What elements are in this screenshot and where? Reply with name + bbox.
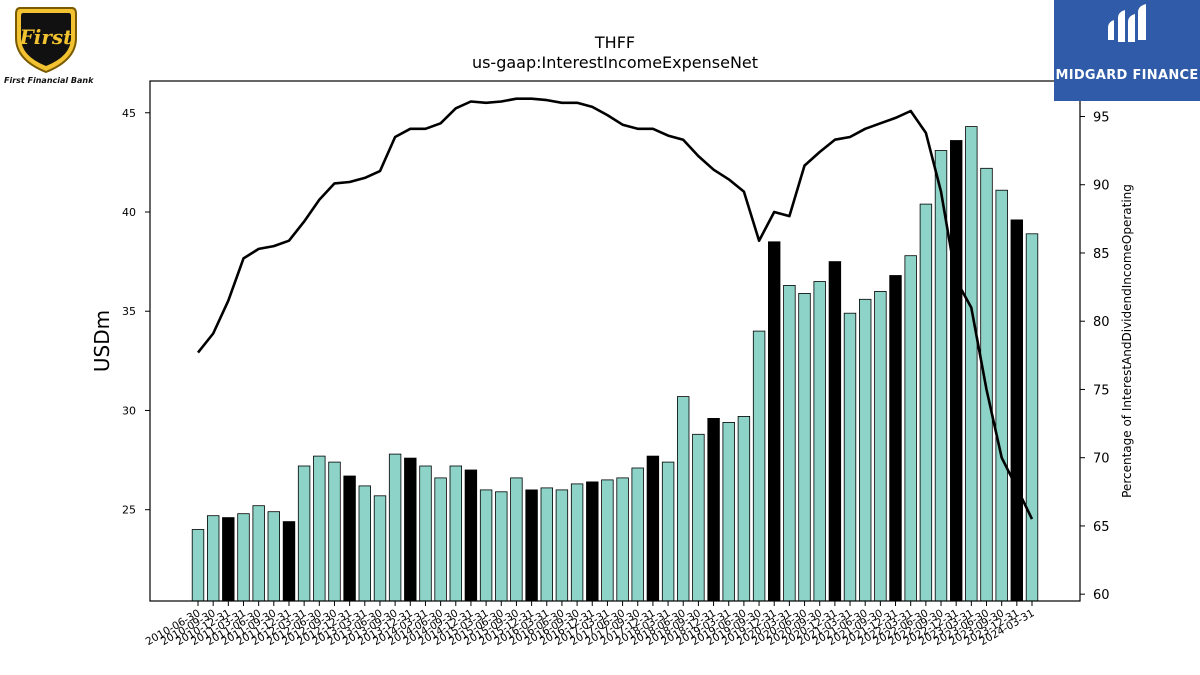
bar [404, 457, 417, 602]
bar [783, 284, 796, 602]
bar [540, 487, 554, 602]
bar [692, 433, 705, 602]
bar [601, 479, 614, 602]
bar [373, 495, 387, 602]
bar [768, 241, 781, 602]
bar [950, 140, 963, 602]
bar [206, 515, 220, 602]
y2-axis-label: Percentage of InterestAndDividendIncomeO… [1120, 184, 1134, 498]
logo-right-text: MIDGARD FINANCE [1055, 68, 1199, 83]
y-tick-label: 30 [122, 404, 136, 417]
shield-icon: First [15, 7, 77, 74]
y2-tick-label: 75 [1093, 383, 1110, 398]
bar [252, 505, 265, 602]
bar [661, 461, 675, 602]
logo-emblem-text: First [19, 25, 74, 49]
y-tick-label: 25 [122, 504, 136, 517]
bar [495, 491, 508, 602]
bar [965, 126, 978, 602]
y2-tick-label: 90 [1093, 179, 1110, 194]
bar [479, 489, 493, 602]
bar-series [191, 126, 1039, 602]
percentage-line [196, 97, 1034, 520]
first-financial-bank-logo: First First Financial Bank [4, 4, 94, 86]
bar [1025, 233, 1039, 602]
bar [813, 281, 826, 602]
bar [874, 290, 887, 602]
bar [752, 330, 766, 602]
y-axis-label: USDm [90, 310, 114, 372]
logo-left-text: First Financial Bank [4, 76, 94, 85]
bar [631, 467, 644, 602]
y2-tick-label: 85 [1093, 247, 1110, 262]
bar [464, 469, 478, 602]
y-tick-label: 35 [122, 305, 136, 318]
bar [859, 298, 872, 602]
y2-tick-label: 80 [1093, 315, 1110, 330]
x-axis: 2010-06-302010-09-302010-12-312011-03-31… [144, 601, 1037, 648]
bar [798, 292, 811, 602]
bar [919, 203, 933, 602]
bar [419, 465, 432, 602]
midgard-emblem-icon [1108, 4, 1146, 42]
y-tick-label: 45 [122, 107, 136, 120]
y-axis-right: 60 65 70 75 80 85 90 95 [1080, 110, 1110, 603]
bar [237, 513, 250, 602]
bar [722, 421, 735, 602]
bar [995, 189, 1008, 602]
bar [586, 481, 599, 602]
bar [525, 489, 538, 602]
chart-title: THFF [594, 33, 635, 52]
bar [313, 455, 326, 602]
bar [707, 417, 720, 602]
bar [191, 529, 205, 602]
chart-subtitle: us-gaap:InterestIncomeExpenseNet [472, 53, 758, 72]
bar [343, 475, 356, 602]
bar [646, 455, 660, 602]
bar [297, 465, 311, 602]
bar [616, 477, 629, 602]
bar [222, 517, 235, 602]
y-tick-label: 40 [122, 206, 136, 219]
bar [434, 477, 447, 602]
y2-tick-label: 95 [1093, 110, 1110, 125]
bar [1010, 219, 1024, 602]
bar [904, 255, 917, 602]
bar [828, 261, 842, 602]
y2-tick-label: 65 [1093, 520, 1110, 535]
plot-frame [149, 80, 1081, 602]
bar [449, 465, 463, 602]
bar [358, 485, 372, 602]
bar [328, 461, 341, 602]
y-axis-left: 25 30 35 40 45 [122, 107, 150, 517]
bar [889, 275, 902, 602]
bar [388, 453, 402, 602]
bar [570, 483, 584, 602]
midgard-finance-logo: MIDGARD FINANCE [1054, 0, 1200, 101]
bar [843, 312, 857, 602]
bar [555, 489, 569, 602]
y2-tick-label: 70 [1093, 452, 1110, 467]
bar [267, 511, 281, 602]
y2-tick-label: 60 [1093, 588, 1110, 603]
bar [282, 521, 296, 602]
bar [510, 477, 523, 602]
bar [737, 415, 751, 602]
bar [677, 396, 690, 602]
